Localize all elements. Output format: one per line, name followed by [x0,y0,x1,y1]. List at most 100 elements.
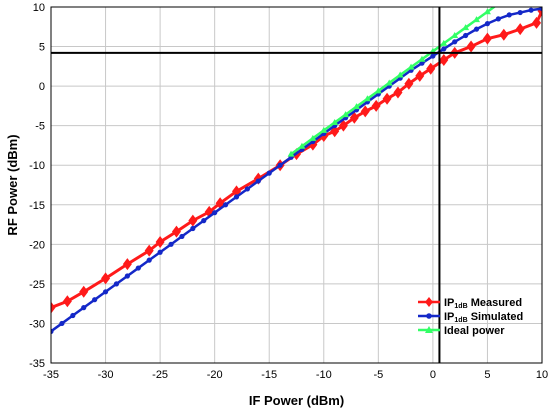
data-point [452,39,458,45]
series-diamond [51,7,542,314]
data-point [482,32,492,45]
data-point [385,79,393,86]
reference-lines [51,7,542,363]
plot-series [51,7,542,334]
data-point [539,7,542,12]
data-point [168,241,174,247]
data-point [135,265,141,271]
data-point [363,95,371,102]
data-point [374,87,382,94]
y-tick-label: -5 [35,121,45,133]
data-point [144,244,154,257]
y-tick-label: -30 [29,318,45,330]
x-tick-label: -10 [316,369,332,381]
data-point [463,32,469,39]
data-point [212,210,218,216]
x-tick-label: 10 [536,369,548,381]
data-point [157,249,163,255]
data-point [426,62,436,75]
grid-lines [50,6,543,364]
data-point [320,126,328,133]
data-point [338,119,348,132]
x-tick-label: -30 [98,369,114,381]
data-point [466,40,476,53]
data-point [287,150,295,157]
data-point [439,54,449,67]
x-axis-title: IF Power (dBm) [249,393,344,408]
series-line [51,7,542,333]
data-point [419,60,425,66]
y-tick-label: -35 [29,358,45,370]
data-point [122,258,132,271]
y-tick-label: 0 [39,81,45,93]
data-point [462,24,470,31]
data-point [233,194,240,200]
y-tick-label: -25 [29,279,45,291]
data-point [528,7,534,13]
y-tick-label: 10 [33,2,45,14]
data-point [483,8,491,15]
x-tick-label: -20 [207,369,223,381]
data-point [418,55,426,62]
data-point [266,170,272,176]
plot-frame [50,6,543,364]
data-point [277,162,283,168]
data-point [396,71,404,78]
data-point [349,111,359,124]
data-point [171,225,181,238]
data-point [495,16,501,22]
data-point [430,53,436,59]
legend-label-main: Ideal power [444,325,505,337]
data-point [244,186,250,192]
data-point [499,28,509,41]
data-point [222,202,229,208]
x-tick-label: -15 [261,369,277,381]
legend-label: Ideal power [444,325,505,337]
data-point [51,301,56,314]
data-point [393,86,403,99]
data-point [188,214,198,227]
data-point [506,12,512,18]
data-point [179,233,185,240]
data-point [473,16,481,23]
data-point [51,328,54,334]
legend-label: IP1dB Simulated [444,311,523,324]
data-point [201,218,207,224]
data-point [415,69,425,82]
data-point [532,16,542,29]
data-point [371,99,381,112]
data-point [473,26,480,32]
data-point [441,46,447,52]
legend-label-main: IP [444,311,454,323]
data-point [81,305,87,311]
legend-item: IP1dB Simulated [418,311,523,324]
tick-labels: -35 -30 -25 -20 -15 -10 -5 0 5 10 10 5 0 -5 -10 -15 -20 -… [29,2,548,381]
data-point [515,23,525,36]
x-tick-label: -35 [43,369,59,381]
legend-label-main: IP [444,297,454,309]
series-triangle [287,7,497,157]
data-point [70,312,76,319]
legend-item: IP1dB Measured [418,297,522,310]
data-point [360,105,370,118]
data-point [298,142,306,149]
data-point [342,111,350,118]
data-point [353,103,361,110]
x-tick-label: -5 [373,369,383,381]
legend-label: IP1dB Measured [444,297,522,310]
data-point [440,39,448,46]
legend-item: Ideal power [418,325,505,337]
data-point [382,92,392,105]
data-point [102,289,109,295]
data-point [155,235,165,248]
data-point [79,285,89,298]
legend-label-sub: 1dB [454,317,467,324]
data-point [146,257,152,263]
data-point [484,21,491,27]
x-tick-label: -25 [152,369,168,381]
x-tick-label: 0 [430,369,436,381]
data-point [62,295,72,308]
data-point [407,63,415,70]
